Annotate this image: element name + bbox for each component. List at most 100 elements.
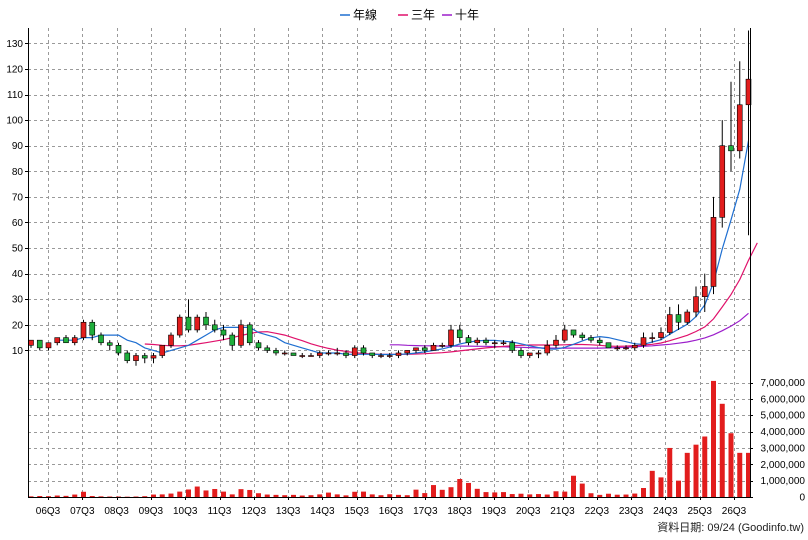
- volume-bar: [632, 493, 638, 497]
- volume-bar: [641, 488, 646, 497]
- volume-bar: [212, 488, 218, 497]
- ma-three-year-line: [144, 242, 758, 355]
- volume-bar: [116, 496, 121, 498]
- candle-body: [133, 355, 139, 361]
- volume-bar: [483, 492, 489, 497]
- volume-bar: [431, 485, 436, 497]
- volume-bar: [72, 494, 78, 497]
- price-tick-label: 130: [6, 39, 23, 50]
- volume-bar: [46, 496, 51, 497]
- x-tick-label: 12Q3: [242, 506, 267, 517]
- x-tick-label: 13Q3: [276, 506, 301, 517]
- volume-bar: [159, 494, 165, 497]
- candle-body: [710, 217, 717, 287]
- x-tick-label: 24Q3: [653, 506, 678, 517]
- volume-bar: [544, 494, 550, 497]
- volume-bar: [658, 477, 664, 497]
- candle-body: [413, 347, 419, 351]
- x-tick-label: 17Q3: [413, 506, 438, 517]
- volume-bar: [282, 495, 288, 497]
- candle-body: [544, 344, 551, 354]
- candle-body: [115, 344, 122, 354]
- legend-label-2: 十年: [455, 8, 479, 22]
- volume-bar: [98, 496, 104, 497]
- candle-body: [439, 344, 446, 347]
- chart-grid: [28, 28, 750, 497]
- candle-body: [211, 324, 218, 331]
- volume-bar: [457, 479, 463, 497]
- candle-body: [71, 337, 78, 344]
- x-tick-label: 16Q3: [379, 506, 404, 517]
- x-tick-label: 18Q3: [447, 506, 472, 517]
- candle-body: [308, 355, 314, 357]
- x-tick-label: 14Q3: [310, 506, 335, 517]
- price-tick-label: 40: [12, 269, 24, 280]
- candle-body: [605, 342, 612, 349]
- candle-body: [404, 350, 411, 354]
- volume-bar: [649, 470, 655, 497]
- candle-body: [203, 316, 209, 326]
- x-axis: 06Q3 07Q3 08Q3 09Q3 10Q3 11Q3 12Q3 13Q3 14Q3 15Q3…: [36, 497, 747, 517]
- volume-bar: [107, 496, 113, 498]
- volume-bar: [702, 436, 708, 497]
- candle-body: [596, 339, 603, 344]
- volume-bar: [413, 489, 419, 497]
- candle-body: [430, 344, 437, 351]
- volume-bar: [396, 494, 401, 497]
- price-tick-label: 30: [12, 295, 24, 306]
- volume-bar: [387, 494, 393, 497]
- volume-bar: [238, 489, 244, 497]
- volume-tick-label: 5,000,000: [761, 411, 806, 422]
- volume-bar: [684, 452, 690, 497]
- volume-bar: [308, 495, 314, 497]
- volume-bar: [448, 487, 454, 497]
- candle-body: [474, 339, 481, 344]
- candle-body: [701, 286, 708, 297]
- volume-bar: [168, 493, 174, 497]
- candle-body: [631, 344, 638, 349]
- candle-body: [500, 342, 507, 345]
- volume-bar: [404, 495, 410, 497]
- candle-body: [535, 352, 542, 355]
- candle-body: [54, 337, 61, 344]
- candle-body: [246, 324, 253, 344]
- candle-body: [159, 344, 166, 356]
- volume-bars: [28, 380, 751, 498]
- candle-body: [684, 311, 691, 323]
- volume-bar: [28, 496, 34, 497]
- volume-bar: [247, 489, 253, 497]
- x-tick-label: 06Q3: [36, 506, 61, 517]
- ma-ten-year-line: [389, 312, 749, 349]
- volume-bar: [142, 496, 148, 497]
- price-axis: 10 20 30 40 50 60 70 80 90 100 110 120 130: [6, 39, 28, 357]
- price-tick-label: 120: [6, 64, 23, 75]
- price-tick-label: 90: [12, 141, 24, 152]
- candle-body: [570, 329, 577, 336]
- candle-body: [386, 355, 393, 357]
- candle-body: [465, 337, 472, 344]
- volume-bar: [229, 494, 235, 497]
- candle-body: [290, 352, 297, 356]
- volume-tick-label: 0: [799, 493, 805, 504]
- volume-bar: [422, 493, 428, 497]
- volume-bar: [361, 491, 366, 497]
- candle-body: [378, 355, 384, 357]
- volume-bar: [439, 489, 445, 497]
- volume-bar: [693, 444, 699, 497]
- volume-bar: [474, 488, 480, 497]
- candle-body: [255, 342, 262, 349]
- volume-bar: [737, 452, 743, 497]
- candle-body: [299, 355, 306, 357]
- volume-bar: [299, 495, 305, 497]
- candle-body: [561, 329, 568, 341]
- volume-bar: [352, 491, 358, 497]
- volume-bar: [711, 380, 716, 497]
- volume-bar: [343, 495, 349, 497]
- volume-tick-label: 6,000,000: [761, 394, 806, 405]
- candle-body: [509, 342, 516, 351]
- volume-bar: [579, 483, 585, 497]
- candle-body: [491, 342, 498, 345]
- volume-bar: [89, 496, 95, 497]
- volume-tick-label: 1,000,000: [761, 476, 806, 487]
- price-tick-label: 50: [12, 244, 24, 255]
